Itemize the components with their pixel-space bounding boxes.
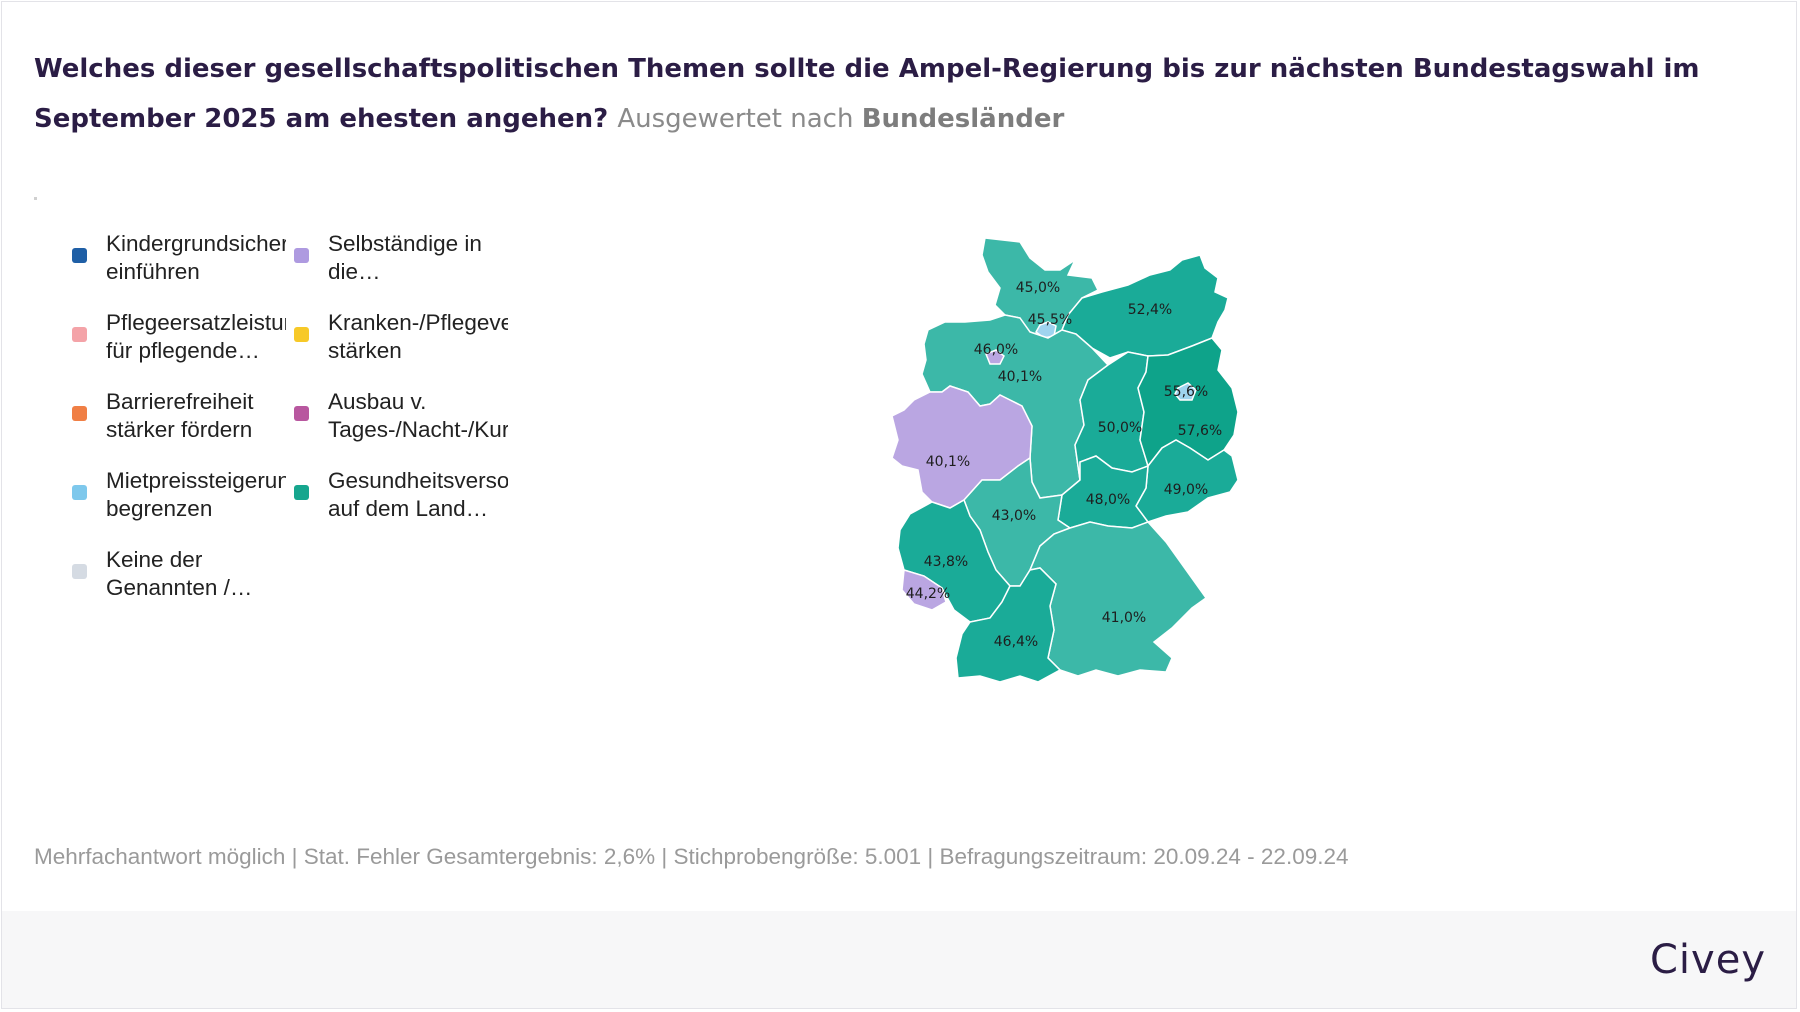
state-label-RP: 43,8%	[924, 554, 968, 570]
state-HB[interactable]	[985, 349, 1005, 365]
footer: Civey	[2, 911, 1796, 1008]
state-label-HE: 43,0%	[992, 508, 1036, 524]
legend-label: Kranken-/Pflegeversicherung stärken	[328, 310, 508, 363]
legend-label: Barrierefreiheit stärker fördern	[106, 389, 254, 442]
state-label-NI: 40,1%	[998, 369, 1042, 385]
legend-label: Kindergrundsicherung einführen	[106, 231, 286, 284]
state-label-SH: 45,0%	[1016, 280, 1060, 296]
legend-label: Gesundheitsversorgung auf dem Land…	[328, 468, 508, 521]
title-subtitle: Ausgewertet nach Bundesländer	[617, 104, 1064, 134]
state-value-labels: 45,0% 45,5% 52,4% 46,0% 40,1% 55,6% 57,6…	[906, 280, 1222, 650]
state-label-HB: 46,0%	[974, 342, 1018, 358]
state-label-BY: 41,0%	[1102, 610, 1146, 626]
decorative-dot	[34, 197, 37, 200]
legend-swatch	[72, 327, 87, 342]
subtitle-bold: Bundesländer	[861, 104, 1065, 134]
legend-swatch	[72, 406, 87, 421]
legend-swatch	[294, 327, 309, 342]
state-label-NW: 40,1%	[926, 454, 970, 470]
legend-label: Keine der Genannten /…	[106, 547, 253, 600]
state-label-BW: 46,4%	[994, 634, 1038, 650]
germany-map: 45,0% 45,5% 52,4% 46,0% 40,1% 55,6% 57,6…	[891, 237, 1239, 683]
state-label-SN: 49,0%	[1164, 482, 1208, 498]
legend-label: Pflegeersatzleistungen für pflegende…	[106, 310, 286, 363]
chart-title: Welches dieser gesellschaftspolitischen …	[34, 44, 1734, 144]
civey-logo: Civey	[1650, 937, 1766, 983]
state-label-BE: 55,6%	[1164, 384, 1208, 400]
legend-label: Ausbau v. Tages-/Nacht-/Kurzzeitpflege	[328, 389, 508, 442]
legend-swatch	[72, 564, 87, 579]
title-main: Welches dieser gesellschaftspolitischen …	[34, 54, 1700, 134]
subtitle-prefix: Ausgewertet nach	[617, 104, 854, 134]
legend-swatch	[294, 485, 309, 500]
state-BY[interactable]	[1028, 521, 1208, 677]
legend-swatch	[72, 485, 87, 500]
state-BW[interactable]	[955, 567, 1062, 683]
legend-swatch	[72, 248, 87, 263]
state-label-SL: 44,2%	[906, 586, 950, 602]
state-SL[interactable]	[901, 569, 947, 611]
state-label-BB: 57,6%	[1178, 423, 1222, 439]
state-label-ST: 50,0%	[1098, 420, 1142, 436]
legend-swatch	[294, 406, 309, 421]
state-label-MV: 52,4%	[1128, 302, 1172, 318]
state-BE[interactable]	[1174, 382, 1197, 401]
legend-label: Selbständige in die…	[328, 231, 482, 284]
footnote: Mehrfachantwort möglich | Stat. Fehler G…	[34, 844, 1349, 869]
legend-label: Mietpreissteigerungen begrenzen	[106, 468, 286, 521]
state-label-TH: 48,0%	[1086, 492, 1130, 508]
state-label-HH: 45,5%	[1028, 312, 1072, 328]
legend-swatch	[294, 248, 309, 263]
